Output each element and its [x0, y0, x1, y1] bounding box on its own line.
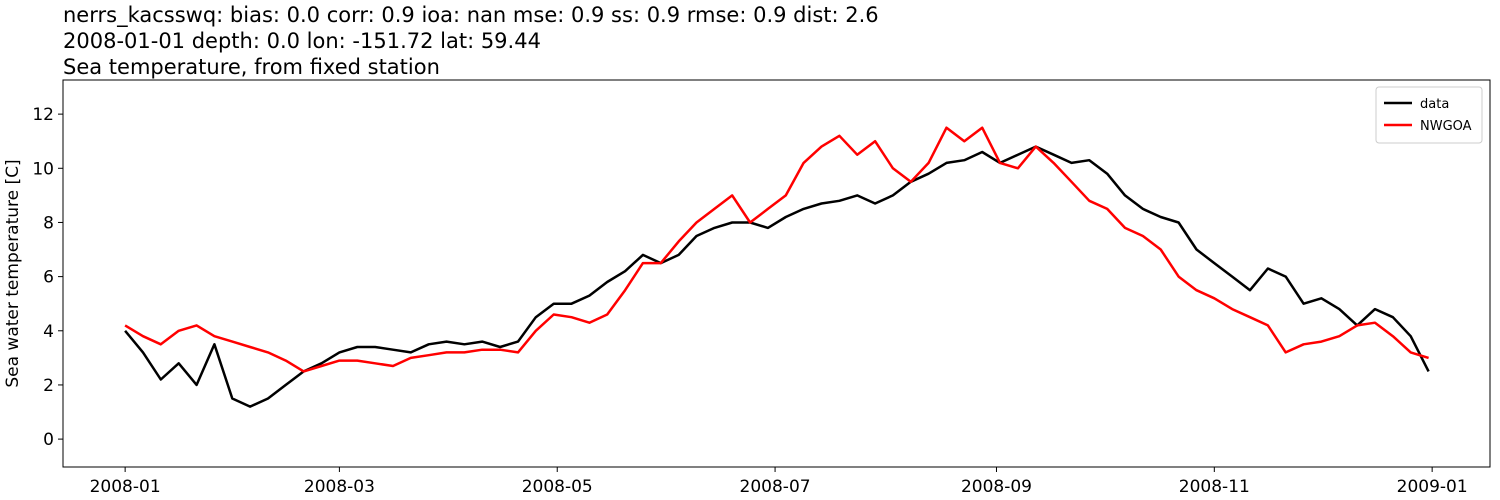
x-tick-label: 2008-11	[1179, 477, 1250, 497]
legend-box	[1375, 86, 1483, 144]
plot-frame	[62, 79, 1491, 468]
legend-label: NWGOA	[1420, 119, 1472, 134]
y-tick-label: 12	[32, 105, 54, 125]
x-tick-label: 2008-09	[961, 477, 1032, 497]
line-series	[124, 126, 1429, 373]
legend-label: data	[1420, 97, 1449, 112]
line-series	[124, 145, 1430, 408]
y-axis-label: Sea water temperature [C]	[3, 159, 23, 387]
chart-title: nerrs_kacsswq: bias: 0.0 corr: 0.9 ioa: …	[63, 3, 879, 28]
chart-title: 2008-01-01 depth: 0.0 lon: -151.72 lat: …	[63, 29, 541, 53]
y-tick-label: 4	[43, 322, 54, 342]
x-tick-label: 2008-03	[304, 477, 375, 497]
y-tick-label: 6	[43, 268, 54, 288]
x-tick-label: 2008-07	[740, 477, 811, 497]
x-tick-label: 2008-05	[522, 477, 593, 497]
y-tick-label: 10	[32, 159, 54, 179]
y-tick-label: 2	[43, 376, 54, 396]
y-tick-label: 8	[43, 213, 54, 233]
x-tick-label: 2008-01	[90, 477, 161, 497]
chart-title: Sea temperature, from fixed station	[63, 55, 440, 79]
x-tick-label: 2009-01	[1397, 477, 1468, 497]
y-tick-label: 0	[43, 430, 54, 450]
